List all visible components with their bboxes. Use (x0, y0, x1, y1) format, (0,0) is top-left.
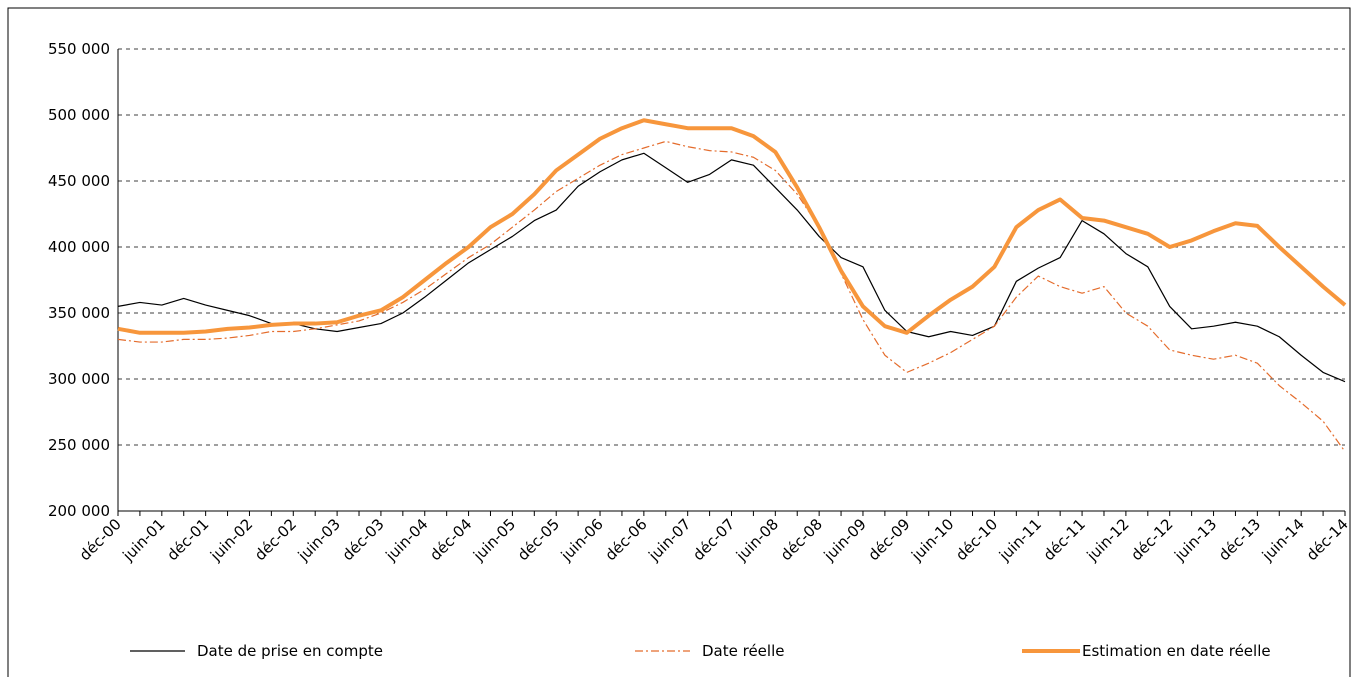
x-tick-label: juin-09 (820, 515, 870, 565)
x-tick-label: déc-06 (602, 515, 651, 564)
x-tick-label: déc-13 (1215, 515, 1264, 564)
x-tick-label: juin-10 (907, 515, 957, 565)
x-tick-label: déc-03 (339, 515, 388, 564)
x-tick-label: juin-04 (381, 515, 431, 565)
series-line (117, 118, 1347, 335)
x-tick-label: déc-12 (1127, 515, 1176, 564)
chart-border (7, 7, 1351, 681)
y-tick-label: 350 000 (48, 304, 110, 322)
x-tick-label: juin-03 (294, 515, 344, 565)
y-tick-label: 400 000 (48, 238, 110, 256)
y-tick-label: 500 000 (48, 106, 110, 124)
y-tick-label: 450 000 (48, 172, 110, 190)
x-tick-label: déc-02 (251, 515, 300, 564)
x-tick-label: déc-05 (514, 515, 563, 564)
legend-label: Date réelle (702, 642, 784, 660)
x-tick-label: déc-00 (76, 515, 125, 564)
series-line (117, 152, 1346, 383)
x-tick-label: déc-09 (864, 515, 913, 564)
y-tick-label: 300 000 (48, 370, 110, 388)
y-tick-label: 550 000 (48, 40, 110, 58)
y-tick-label: 250 000 (48, 436, 110, 454)
x-tick-label: juin-05 (469, 515, 519, 565)
x-tick-label: déc-10 (952, 515, 1001, 564)
x-tick-label: déc-14 (1303, 515, 1352, 564)
x-tick-label: juin-06 (557, 515, 607, 565)
x-tick-label: juin-02 (206, 515, 256, 565)
x-tick-label: déc-08 (777, 515, 826, 564)
y-tick-label: 200 000 (48, 502, 110, 520)
x-tick-label: juin-11 (995, 515, 1045, 565)
x-tick-label: juin-08 (732, 515, 782, 565)
x-tick-label: déc-11 (1040, 515, 1089, 564)
x-tick-label: déc-04 (426, 515, 475, 564)
legend-label: Estimation en date réelle (1082, 642, 1271, 660)
x-tick-label: juin-13 (1170, 515, 1220, 565)
x-tick-label: juin-07 (644, 515, 694, 565)
legend-label: Date de prise en compte (197, 642, 383, 660)
x-tick-label: juin-01 (119, 515, 169, 565)
x-tick-label: déc-01 (163, 515, 212, 564)
series-line (117, 140, 1346, 452)
x-tick-label: juin-14 (1258, 515, 1308, 565)
x-tick-label: juin-12 (1083, 515, 1133, 565)
x-tick-label: déc-07 (689, 515, 738, 564)
